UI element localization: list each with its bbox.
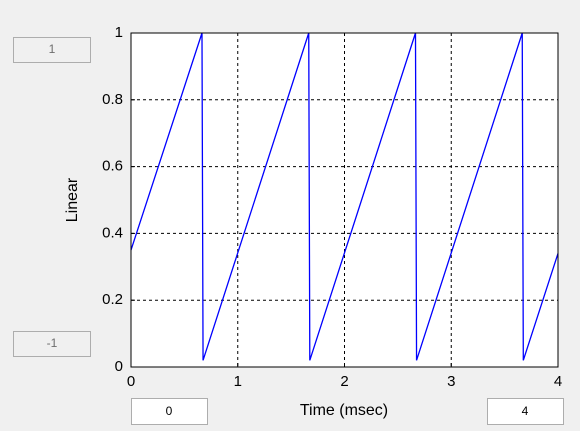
ymin-box [13,331,91,357]
y-axis-label: Linear [64,177,81,222]
y-tick-label: 1 [115,24,123,41]
xmin-box-text[interactable]: 0 [166,404,173,418]
ymax-box [13,37,91,63]
ymin-box-text: -1 [47,336,58,350]
ymax-box-text: 1 [49,42,56,56]
xmax-box[interactable] [487,398,564,425]
x-tick-label: 3 [447,373,455,390]
y-tick-label: 0.6 [102,158,123,175]
x-tick-label: 0 [127,373,135,390]
xmax-box-text[interactable]: 4 [522,404,529,418]
x-tick-label: 1 [234,373,242,390]
x-tick-label: 2 [340,373,348,390]
y-tick-label: 0 [115,358,123,375]
y-tick-label: 0.4 [102,224,123,241]
data-line [130,32,559,361]
y-tick-label: 0.2 [102,291,123,308]
y-tick-label: 0.8 [102,91,123,108]
xmin-box[interactable] [131,398,208,425]
x-tick-label: 4 [554,373,562,390]
x-axis-label: Time (msec) [300,402,388,419]
